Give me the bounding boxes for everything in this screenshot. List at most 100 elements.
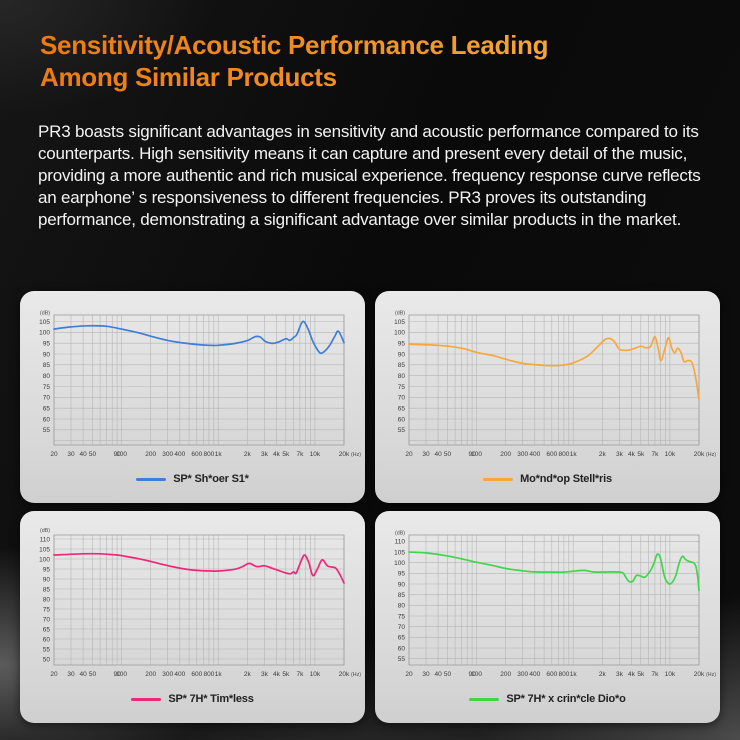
svg-text:5k: 5k [637,451,645,458]
svg-text:30: 30 [67,671,75,678]
svg-text:70: 70 [398,624,406,631]
svg-text:(dB): (dB) [40,528,50,534]
legend-line [469,697,500,701]
svg-text:80: 80 [398,373,406,380]
chart-panel-diablo: 55 60 65 70 75 80 85 90 95 100 105 110 (dB) 20 30 40 50 9… [375,511,720,723]
svg-text:70: 70 [43,395,51,402]
svg-text:3k: 3k [616,671,624,678]
svg-text:20k: 20k [694,671,705,678]
chart-legend: SP* Sh*oer S1* [20,473,365,485]
chart-legend: SP* 7H* x crin*cle Dio*o [375,693,720,705]
svg-text:85: 85 [398,592,406,599]
svg-text:75: 75 [43,606,51,613]
svg-text:300: 300 [517,451,528,458]
svg-text:(Hz): (Hz) [351,452,361,458]
svg-text:50: 50 [444,451,452,458]
svg-text:600: 600 [191,451,202,458]
svg-text:4k: 4k [628,451,636,458]
svg-text:60: 60 [43,636,51,643]
chart-legend: SP* 7H* Tim*less [20,693,365,705]
svg-text:110: 110 [40,536,51,543]
svg-text:600: 600 [191,671,202,678]
svg-text:100: 100 [116,451,127,458]
svg-text:7k: 7k [296,451,304,458]
svg-text:30: 30 [422,451,430,458]
svg-text:65: 65 [43,626,51,633]
svg-text:200: 200 [500,671,511,678]
svg-text:90: 90 [468,671,476,678]
svg-text:60: 60 [398,416,406,423]
svg-text:400: 400 [529,451,540,458]
svg-text:75: 75 [398,384,406,391]
svg-text:55: 55 [398,427,406,434]
svg-text:200: 200 [145,451,156,458]
svg-text:60: 60 [43,416,51,423]
svg-text:80: 80 [43,596,51,603]
chart-legend: Mo*nd*op Stell*ris [375,473,720,485]
svg-text:600: 600 [546,451,557,458]
svg-text:7k: 7k [651,451,659,458]
page-title: Sensitivity/Acoustic Performance Leading… [40,30,720,94]
svg-text:95: 95 [43,341,51,348]
svg-text:(dB): (dB) [40,311,50,317]
svg-text:95: 95 [398,571,406,578]
svg-text:5k: 5k [637,671,645,678]
legend-label: Mo*nd*op Stell*ris [520,473,612,485]
svg-text:300: 300 [517,671,528,678]
svg-text:40: 40 [434,671,442,678]
svg-text:1k: 1k [570,451,578,458]
svg-text:90: 90 [113,671,121,678]
svg-text:800: 800 [558,671,569,678]
svg-text:100: 100 [39,330,50,337]
svg-text:65: 65 [398,635,406,642]
svg-text:80: 80 [398,603,406,610]
svg-text:3k: 3k [261,671,269,678]
svg-text:2k: 2k [244,671,252,678]
svg-text:5k: 5k [282,451,290,458]
svg-text:40: 40 [434,451,442,458]
svg-text:2k: 2k [244,451,252,458]
svg-text:60: 60 [398,645,406,652]
svg-text:20: 20 [405,671,413,678]
svg-text:4k: 4k [273,451,281,458]
svg-text:200: 200 [145,671,156,678]
svg-text:7k: 7k [296,671,304,678]
svg-text:400: 400 [529,671,540,678]
svg-text:800: 800 [203,671,214,678]
svg-text:90: 90 [43,576,51,583]
svg-text:200: 200 [500,451,511,458]
svg-text:400: 400 [174,451,185,458]
page-title-line2: Among Similar Products [40,61,337,92]
svg-text:(Hz): (Hz) [706,452,716,458]
svg-text:400: 400 [174,671,185,678]
svg-text:(dB): (dB) [395,311,405,317]
svg-text:55: 55 [43,427,51,434]
svg-text:105: 105 [394,549,405,556]
chart-panel-stellaris: 55 60 65 70 75 80 85 90 95 100 105 (dB) 20 30 40 50 90 10… [375,291,720,503]
page-title-line1: Sensitivity/Acoustic Performance Leading [40,30,549,60]
svg-text:4k: 4k [628,671,636,678]
svg-text:10k: 10k [665,451,676,458]
legend-label: SP* Sh*oer S1* [173,473,249,485]
chart-panel-timeless: 50 55 60 65 70 75 80 85 90 95 100 105 110 (dB) 20 30 40 5… [20,511,365,723]
svg-text:85: 85 [43,586,51,593]
svg-text:75: 75 [43,384,51,391]
svg-text:20: 20 [50,451,58,458]
legend-label: SP* 7H* x crin*cle Dio*o [506,693,626,705]
svg-text:85: 85 [43,362,51,369]
svg-text:90: 90 [113,451,121,458]
svg-text:50: 50 [89,671,97,678]
svg-text:10k: 10k [310,671,321,678]
svg-text:1k: 1k [215,451,223,458]
svg-text:90: 90 [398,581,406,588]
svg-text:(Hz): (Hz) [351,672,361,678]
svg-text:100: 100 [471,671,482,678]
svg-text:3k: 3k [616,451,624,458]
svg-text:800: 800 [203,451,214,458]
svg-text:110: 110 [395,539,406,546]
svg-text:(dB): (dB) [395,530,405,536]
legend-label: SP* 7H* Tim*less [168,693,254,705]
